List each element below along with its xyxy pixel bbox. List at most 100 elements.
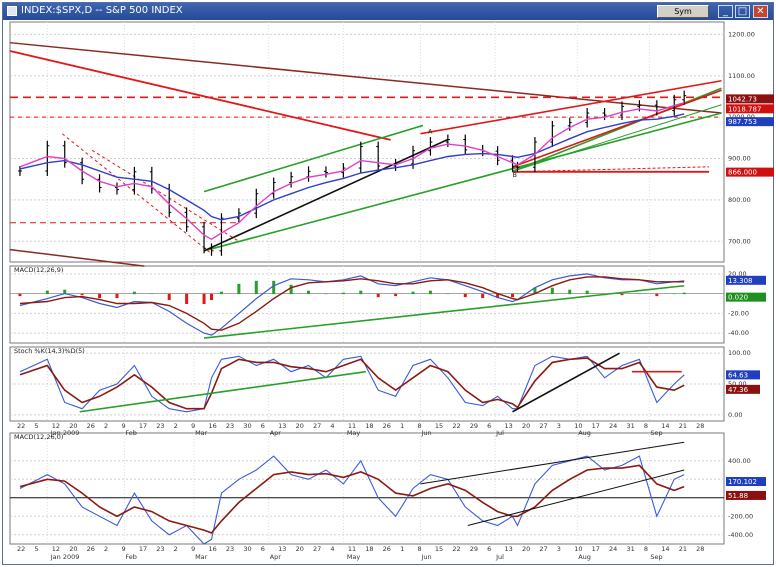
pane-frame: [9, 432, 725, 545]
x-tick-label: 4: [330, 545, 334, 553]
y-tick-label: -20.00: [728, 309, 749, 317]
x-month-label: May: [347, 553, 361, 561]
y-tick-label: 100.00: [728, 349, 751, 357]
x-month-label: Jun: [420, 429, 431, 437]
macd-histogram-bar: [237, 283, 241, 295]
macd-histogram-bar: [45, 290, 49, 295]
x-month-label: Jun: [420, 553, 431, 561]
x-month-label: Aug: [578, 553, 591, 561]
x-month-label: Jan 2009: [50, 553, 80, 561]
price-label: 987.753: [728, 118, 757, 126]
x-tick-label: 8: [644, 545, 648, 553]
x-tick-label: 11: [348, 545, 356, 553]
x-tick-label: 15: [435, 545, 443, 553]
x-tick-label: 18: [365, 422, 373, 430]
macd-histogram-bar: [272, 280, 276, 295]
x-tick-label: 8: [417, 422, 421, 430]
macd-histogram-bar: [516, 293, 520, 295]
x-tick-label: 10: [574, 545, 582, 553]
up-channel-upper: [203, 124, 424, 193]
stoch-value: 47.36: [728, 386, 749, 394]
macd-histogram-bar: [446, 293, 450, 295]
y-tick-label: 900.00: [728, 155, 751, 163]
x-tick-label: 1: [400, 545, 404, 553]
macd-trendline: [203, 284, 685, 339]
x-tick-label: 6: [487, 545, 491, 553]
macd-histogram-bar: [132, 291, 136, 295]
macd-value-box: [726, 275, 766, 285]
y-tick-label: 50.00: [728, 380, 747, 388]
close-icon[interactable]: ✕: [753, 5, 768, 18]
x-tick-label: 5: [34, 422, 38, 430]
x-tick-label: 17: [592, 422, 600, 430]
x-month-label: Sep: [650, 429, 662, 437]
macd2-value: 170.102: [728, 478, 757, 486]
x-month-label: Feb: [125, 553, 137, 561]
y-tick-label: 20.00: [728, 270, 747, 278]
macd-histogram-bar: [202, 293, 206, 305]
maximize-icon[interactable]: □: [735, 5, 750, 18]
x-month-label: Apr: [270, 429, 282, 437]
symbol-button[interactable]: Sym: [657, 5, 709, 18]
x-tick-label: 28: [696, 545, 704, 553]
old-trendline: [9, 248, 145, 267]
x-tick-label: 12: [52, 422, 60, 430]
window-title: INDEX:$SPX,D -- S&P 500 INDEX: [21, 5, 183, 16]
x-tick-label: 2: [104, 422, 108, 430]
x-tick-label: 6: [487, 422, 491, 430]
macd-histogram-bar: [496, 293, 500, 299]
x-tick-label: 20: [69, 545, 77, 553]
macd-value-box: [726, 292, 766, 302]
x-month-label: Jan 2009: [50, 429, 80, 437]
macd-histogram-bar: [533, 287, 537, 295]
x-month-label: Feb: [125, 429, 137, 437]
macd-histogram-bar: [185, 293, 189, 305]
macd-histogram-bar: [620, 293, 624, 296]
x-tick-label: 17: [139, 545, 147, 553]
macd2-value: 51.88: [728, 492, 748, 500]
macd-histogram-bar: [568, 289, 572, 295]
x-month-label: May: [347, 429, 361, 437]
x-tick-label: 17: [592, 545, 600, 553]
x-tick-label: 26: [87, 545, 95, 553]
resistance-trendline: [9, 50, 391, 141]
x-month-label: Jul: [495, 429, 504, 437]
x-tick-label: 22: [17, 545, 25, 553]
x-tick-label: 20: [522, 422, 530, 430]
x-tick-label: 16: [209, 545, 217, 553]
y-tick-label: 800.00: [728, 196, 751, 204]
macd-histogram-bar: [115, 293, 119, 299]
title-bar: INDEX:$SPX,D -- S&P 500 INDEX Sym _ □ ✕: [3, 3, 773, 20]
x-tick-label: 23: [226, 422, 234, 430]
x-tick-label: 29: [470, 545, 478, 553]
macd-histogram-bar: [341, 292, 345, 295]
macd-histogram-bar: [18, 293, 22, 297]
macd-histogram-bar: [307, 290, 311, 295]
x-tick-label: 31: [626, 545, 634, 553]
macd-histogram-bar: [511, 293, 515, 298]
macd-value: 13.308: [728, 277, 753, 285]
y-tick-label: -200.00: [728, 512, 753, 520]
minimize-icon[interactable]: _: [718, 5, 733, 18]
x-tick-label: 11: [348, 422, 356, 430]
x-tick-label: 5: [34, 545, 38, 553]
x-tick-label: 29: [470, 422, 478, 430]
rising-resistance: [420, 79, 722, 135]
y-tick-label: 1100.00: [728, 72, 755, 80]
x-tick-label: 30: [243, 545, 251, 553]
x-tick-label: 9: [191, 422, 195, 430]
x-tick-label: 22: [452, 422, 460, 430]
y-tick-label: 1200.00: [728, 30, 755, 38]
x-tick-label: 21: [679, 545, 687, 553]
macd2-value-box: [726, 477, 766, 487]
x-tick-label: 15: [435, 422, 443, 430]
macd-histogram-bar: [289, 284, 293, 295]
x-tick-label: 26: [383, 545, 391, 553]
x-tick-label: 13: [278, 545, 286, 553]
x-month-label: Jul: [495, 553, 504, 561]
macd-signal-line: [19, 464, 685, 534]
x-tick-label: 23: [156, 545, 164, 553]
macd-value: 0.020: [728, 294, 748, 302]
pane-legend: MACD(12,26,0): [14, 433, 63, 441]
x-tick-label: 24: [609, 545, 617, 553]
